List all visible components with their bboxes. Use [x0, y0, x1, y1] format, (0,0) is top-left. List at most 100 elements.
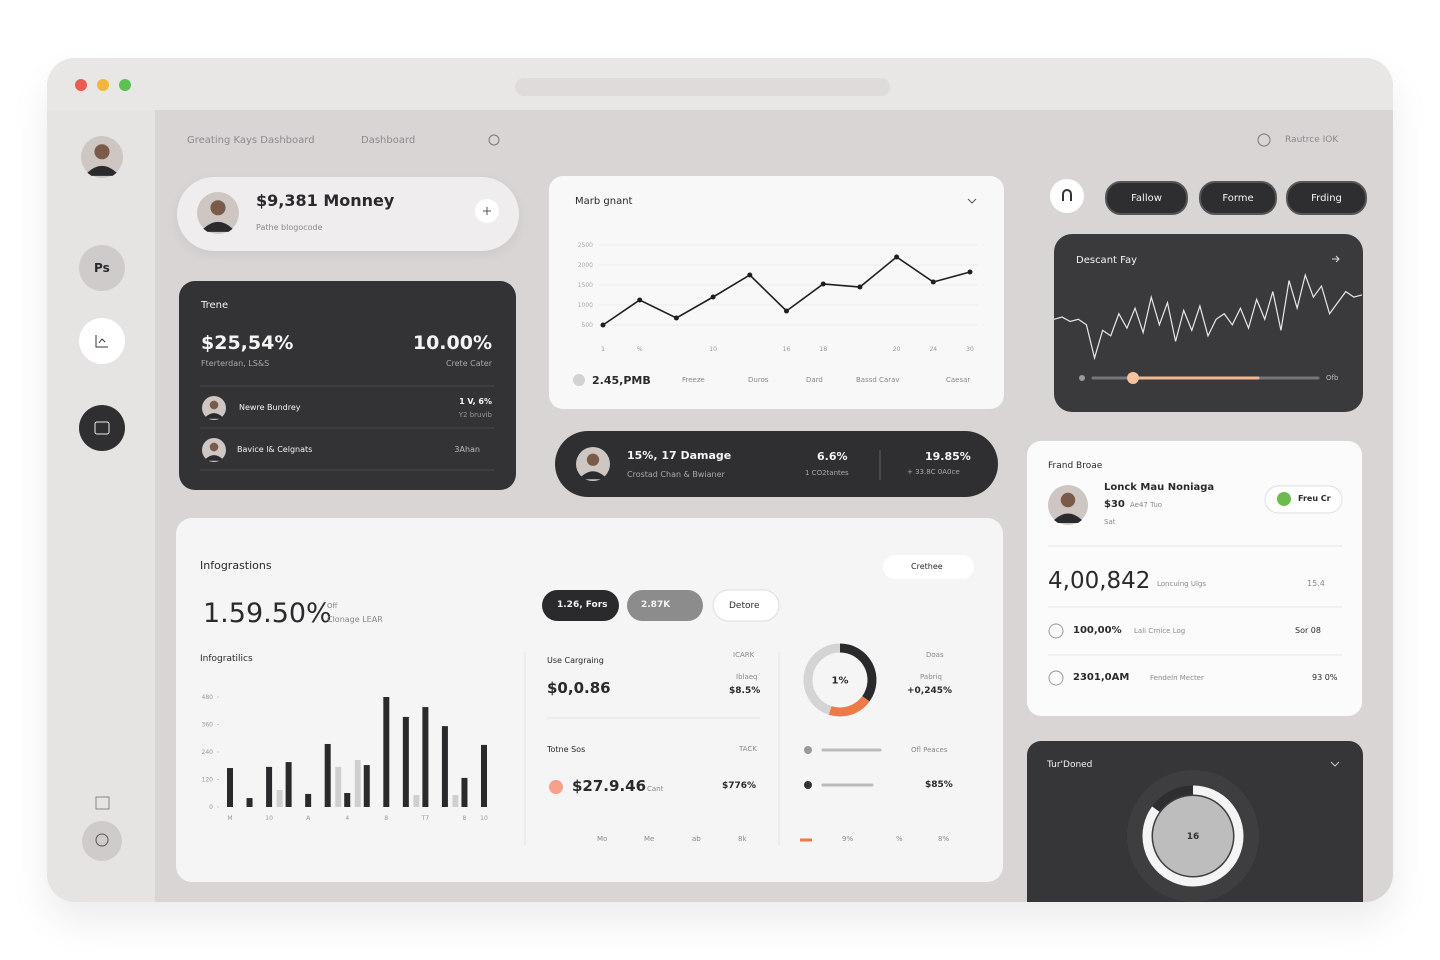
row-right: Sor 08	[1295, 626, 1321, 635]
y-tick-label: 240	[202, 749, 214, 756]
button-label[interactable]: 1.26, Fors	[557, 600, 608, 610]
row-avatar	[202, 438, 226, 462]
arrow[interactable]	[1332, 255, 1340, 263]
x-tick-label: 4	[345, 815, 349, 822]
card-title: Frand Broae	[1048, 461, 1103, 471]
strip-label: + 33.8C 0A0ce	[907, 468, 960, 476]
button-label[interactable]: 2.87K	[641, 600, 671, 610]
donut-value: +0,245%	[907, 686, 953, 696]
stat-side: $776%	[722, 781, 757, 791]
x-tick-label: 18	[819, 346, 827, 353]
action-button[interactable]: Fallow	[1105, 181, 1188, 215]
donut-segment	[839, 643, 877, 702]
card-title: Trene	[201, 300, 229, 311]
info-button[interactable]	[627, 590, 703, 621]
sidebar	[47, 110, 155, 902]
dropdown[interactable]	[883, 555, 974, 579]
total-label: Loncuing Ulgs	[1157, 580, 1206, 588]
action-button[interactable]: Forme	[1199, 181, 1277, 215]
legend-item: Duros	[748, 376, 769, 384]
stat-value: 10.00%	[412, 332, 492, 354]
stat-value: $25,54%	[201, 332, 294, 354]
sidebar-icon[interactable]	[95, 796, 110, 810]
stat-label: Fterterdan, LS&S	[201, 359, 270, 368]
y-tick-label: 500	[582, 322, 594, 329]
bar	[227, 768, 233, 807]
card-title: Descant Fay	[1076, 255, 1138, 266]
icon-button[interactable]	[1050, 179, 1084, 213]
notification-icon[interactable]	[1257, 133, 1271, 147]
user-menu[interactable]: Rautrce IOK	[1285, 135, 1339, 145]
row-note: Y2 bruvib	[458, 411, 492, 419]
sidebar-button[interactable]	[79, 405, 125, 451]
sidebar-button[interactable]	[82, 821, 122, 861]
y-tick-label: 0	[209, 804, 213, 811]
point	[710, 294, 716, 300]
x-tick-label: 1	[601, 346, 605, 353]
bar	[481, 744, 487, 807]
profile-avatar	[197, 192, 239, 234]
x-tick-label: 20	[893, 346, 901, 353]
footer-label: ab	[692, 835, 701, 843]
button-label[interactable]: Detore	[729, 601, 760, 611]
total-change: 15.4	[1307, 579, 1325, 588]
donut-segment	[1152, 785, 1194, 812]
slider-label: Ofb	[1326, 374, 1339, 382]
x-tick-label: 10	[709, 346, 717, 353]
friend-price: $30	[1104, 499, 1125, 510]
point	[747, 272, 753, 278]
bar	[324, 743, 331, 807]
row-icon	[1048, 670, 1064, 686]
row-icon	[1048, 623, 1064, 639]
icon	[95, 335, 108, 348]
max-dot[interactable]	[119, 79, 131, 91]
bar	[276, 790, 283, 807]
bar	[266, 766, 273, 807]
footer-label: 8k	[738, 835, 747, 843]
big-label: Clonage LEAR	[327, 615, 383, 624]
slider-knob[interactable]	[1127, 372, 1139, 384]
strip-title: 15%, 17 Damage	[627, 449, 732, 462]
donut-sub: Pabriq	[920, 673, 942, 681]
footer-label: Mo	[597, 835, 608, 843]
strip-avatar	[576, 447, 610, 481]
sidebar-button[interactable]	[79, 318, 125, 364]
bar	[422, 707, 429, 807]
card-title: Marb gnant	[575, 196, 633, 207]
stat-tag: TACK	[739, 745, 757, 753]
nav-title[interactable]: Greating Kays Dashboard	[187, 135, 315, 146]
row-avatar	[202, 396, 226, 420]
x-tick-label: %	[637, 346, 643, 353]
nav-tab[interactable]: Dashboard	[361, 135, 416, 146]
search-icon[interactable]	[488, 134, 500, 146]
sidebar-button[interactable]	[79, 245, 125, 291]
strip-value: 19.85%	[925, 450, 971, 463]
y-tick-label: 2000	[578, 262, 593, 269]
action-button[interactable]: Frding	[1286, 181, 1367, 215]
friend-meta: Ae47 Tuo	[1130, 501, 1163, 509]
line	[602, 256, 971, 326]
spark-card	[1054, 234, 1363, 412]
line	[1053, 272, 1363, 361]
profile-amount: $9,381 Monney	[256, 191, 395, 210]
chevron[interactable]	[1330, 761, 1340, 767]
row-right: 93 0%	[1312, 673, 1338, 682]
friend-button-label[interactable]: Freu Cr	[1298, 494, 1331, 503]
info-button[interactable]	[712, 589, 780, 622]
chevron[interactable]	[967, 198, 977, 204]
min-dot[interactable]	[97, 79, 109, 91]
footer-label: %	[896, 835, 903, 843]
strip-label: 1 CO2tantes	[805, 469, 849, 477]
close-dot[interactable]	[75, 79, 87, 91]
dropdown-label[interactable]: Crethee	[911, 562, 943, 571]
legend-item: Freeze	[682, 376, 705, 384]
bar	[344, 793, 351, 807]
big-unit: Off	[327, 602, 338, 610]
profile-subtitle: Pathe blogocode	[256, 223, 323, 232]
sidebar-avatar[interactable]	[81, 136, 123, 178]
friend-total: 4,00,842	[1048, 568, 1151, 594]
info-button[interactable]	[542, 590, 619, 621]
bar	[383, 697, 390, 807]
bar	[402, 716, 409, 807]
